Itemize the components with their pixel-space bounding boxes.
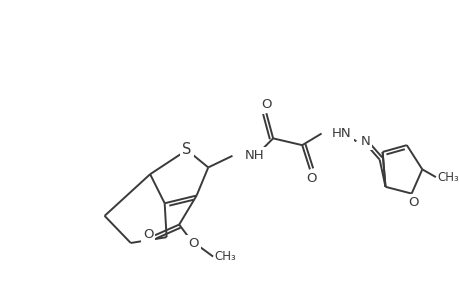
Text: O: O xyxy=(143,228,153,241)
Text: O: O xyxy=(408,196,418,209)
Text: HN: HN xyxy=(331,127,351,140)
Text: O: O xyxy=(261,98,271,111)
Text: CH₃: CH₃ xyxy=(213,250,235,263)
Text: O: O xyxy=(188,238,199,250)
Text: CH₃: CH₃ xyxy=(437,171,459,184)
Text: S: S xyxy=(182,142,191,158)
Text: NH: NH xyxy=(245,149,264,162)
Text: N: N xyxy=(359,135,369,148)
Text: O: O xyxy=(306,172,316,184)
